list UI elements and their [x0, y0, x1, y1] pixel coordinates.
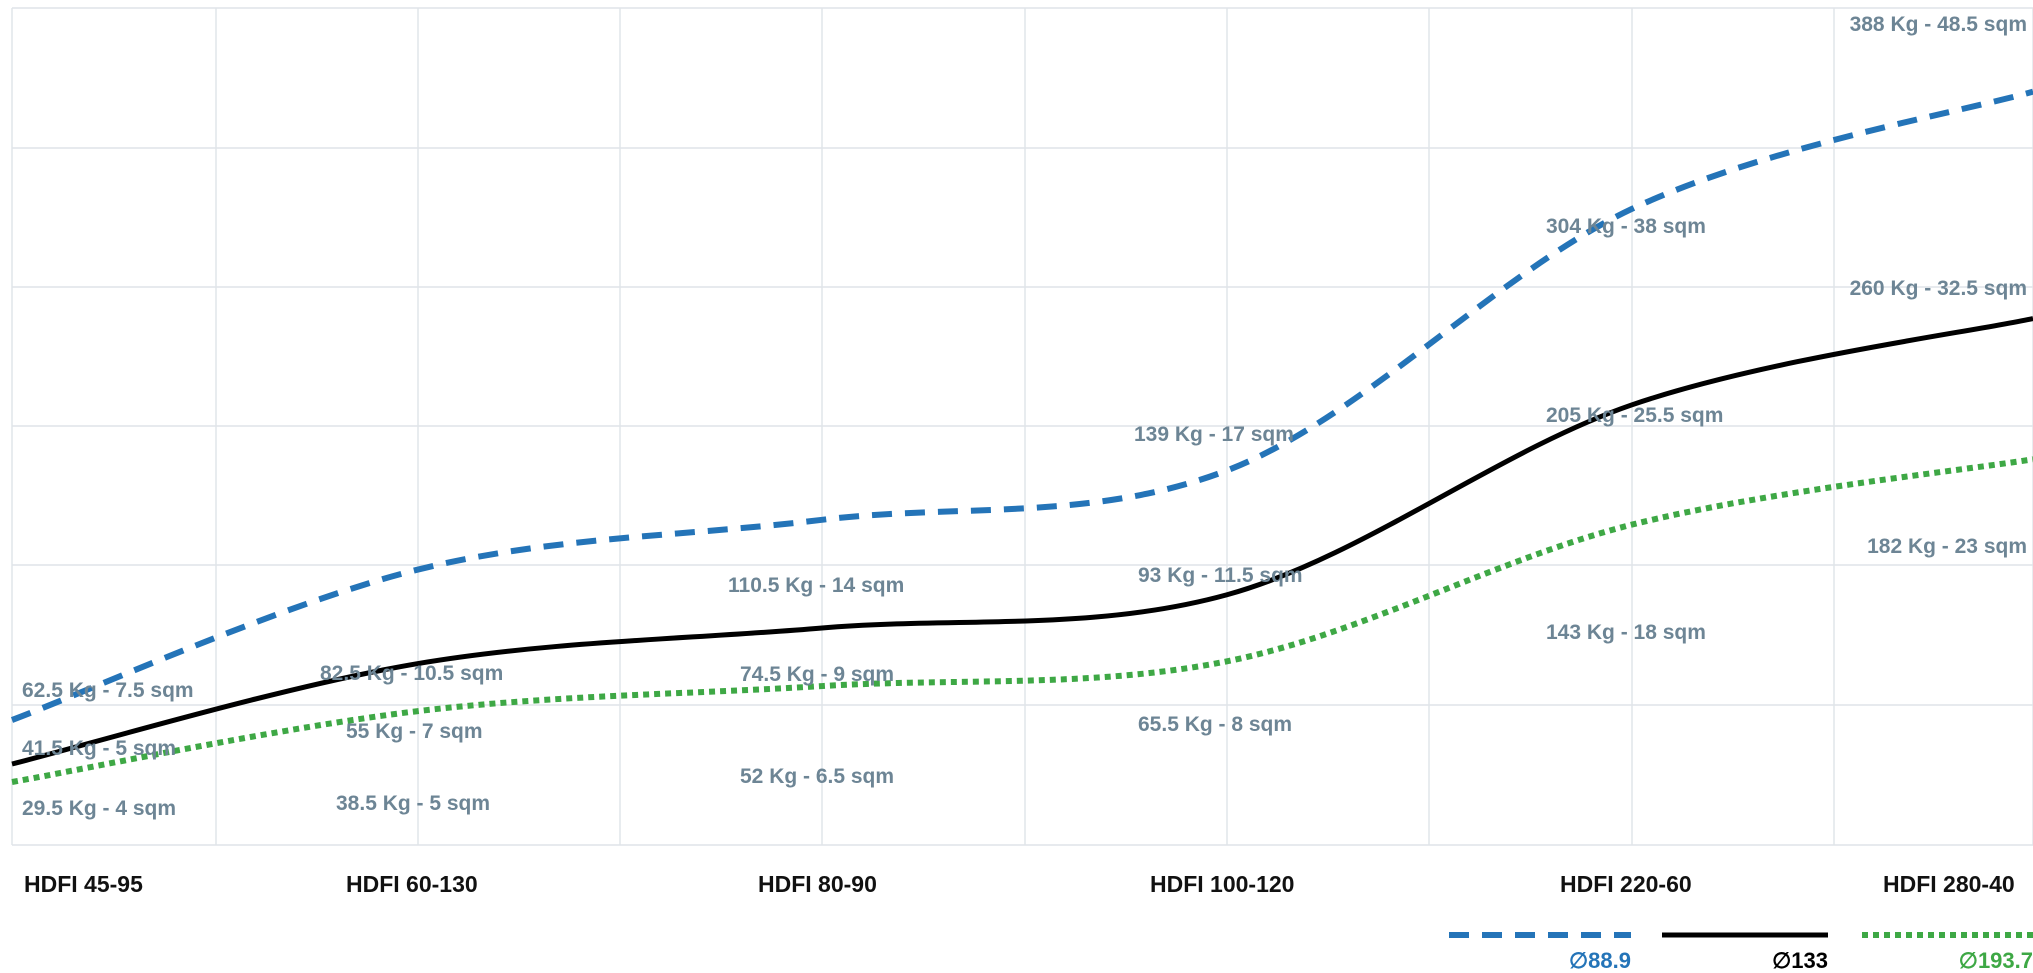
- data-label: 304 Kg - 38 sqm: [1546, 215, 1706, 238]
- category-labels: HDFI 45-95 HDFI 60-130 HDFI 80-90 HDFI 100-…: [24, 871, 2015, 897]
- data-label: 65.5 Kg - 8 sqm: [1138, 713, 1292, 736]
- data-label: 52 Kg - 6.5 sqm: [740, 765, 894, 788]
- category-label: HDFI 280-40: [1883, 871, 2015, 897]
- data-label: 29.5 Kg - 4 sqm: [22, 797, 176, 820]
- series-line-1: [11, 316, 2033, 767]
- legend-label: ∅193.7: [1959, 948, 2033, 973]
- series-line-0: [10, 88, 2033, 723]
- data-label: 388 Kg - 48.5 sqm: [1850, 13, 2027, 36]
- data-labels: 62.5 Kg - 7.5 sqm 82.5 Kg - 10.5 sqm 110.5…: [22, 13, 2027, 820]
- legend: ∅88.9 ∅133 ∅193.7: [1449, 932, 2033, 973]
- data-label: 110.5 Kg - 14 sqm: [728, 574, 904, 597]
- category-label: HDFI 80-90: [758, 871, 877, 897]
- data-label: 143 Kg - 18 sqm: [1546, 621, 1706, 644]
- data-label: 38.5 Kg - 5 sqm: [336, 792, 490, 815]
- data-label: 260 Kg - 32.5 sqm: [1850, 277, 2027, 300]
- series-lines: [10, 88, 2033, 785]
- legend-label: ∅88.9: [1569, 948, 1631, 973]
- series-line-2: [11, 456, 2033, 785]
- legend-item-2: ∅193.7: [1862, 932, 2033, 973]
- data-label: 55 Kg - 7 sqm: [346, 720, 483, 743]
- data-label: 41.5 Kg - 5 sqm: [22, 737, 176, 760]
- data-label: 93 Kg - 11.5 sqm: [1138, 564, 1303, 587]
- data-label: 139 Kg - 17 sqm: [1134, 423, 1294, 446]
- legend-item-1: ∅133: [1662, 932, 1828, 973]
- data-label: 74.5 Kg - 9 sqm: [740, 663, 894, 686]
- data-label: 62.5 Kg - 7.5 sqm: [22, 679, 194, 702]
- data-label: 82.5 Kg - 10.5 sqm: [320, 662, 503, 685]
- data-label: 205 Kg - 25.5 sqm: [1546, 404, 1723, 427]
- category-label: HDFI 100-120: [1150, 871, 1294, 897]
- legend-label: ∅133: [1772, 948, 1828, 973]
- data-label: 182 Kg - 23 sqm: [1867, 535, 2027, 558]
- category-label: HDFI 220-60: [1560, 871, 1692, 897]
- legend-item-0: ∅88.9: [1449, 932, 1631, 973]
- category-label: HDFI 60-130: [346, 871, 478, 897]
- grid: [11, 7, 2033, 846]
- category-label: HDFI 45-95: [24, 871, 143, 897]
